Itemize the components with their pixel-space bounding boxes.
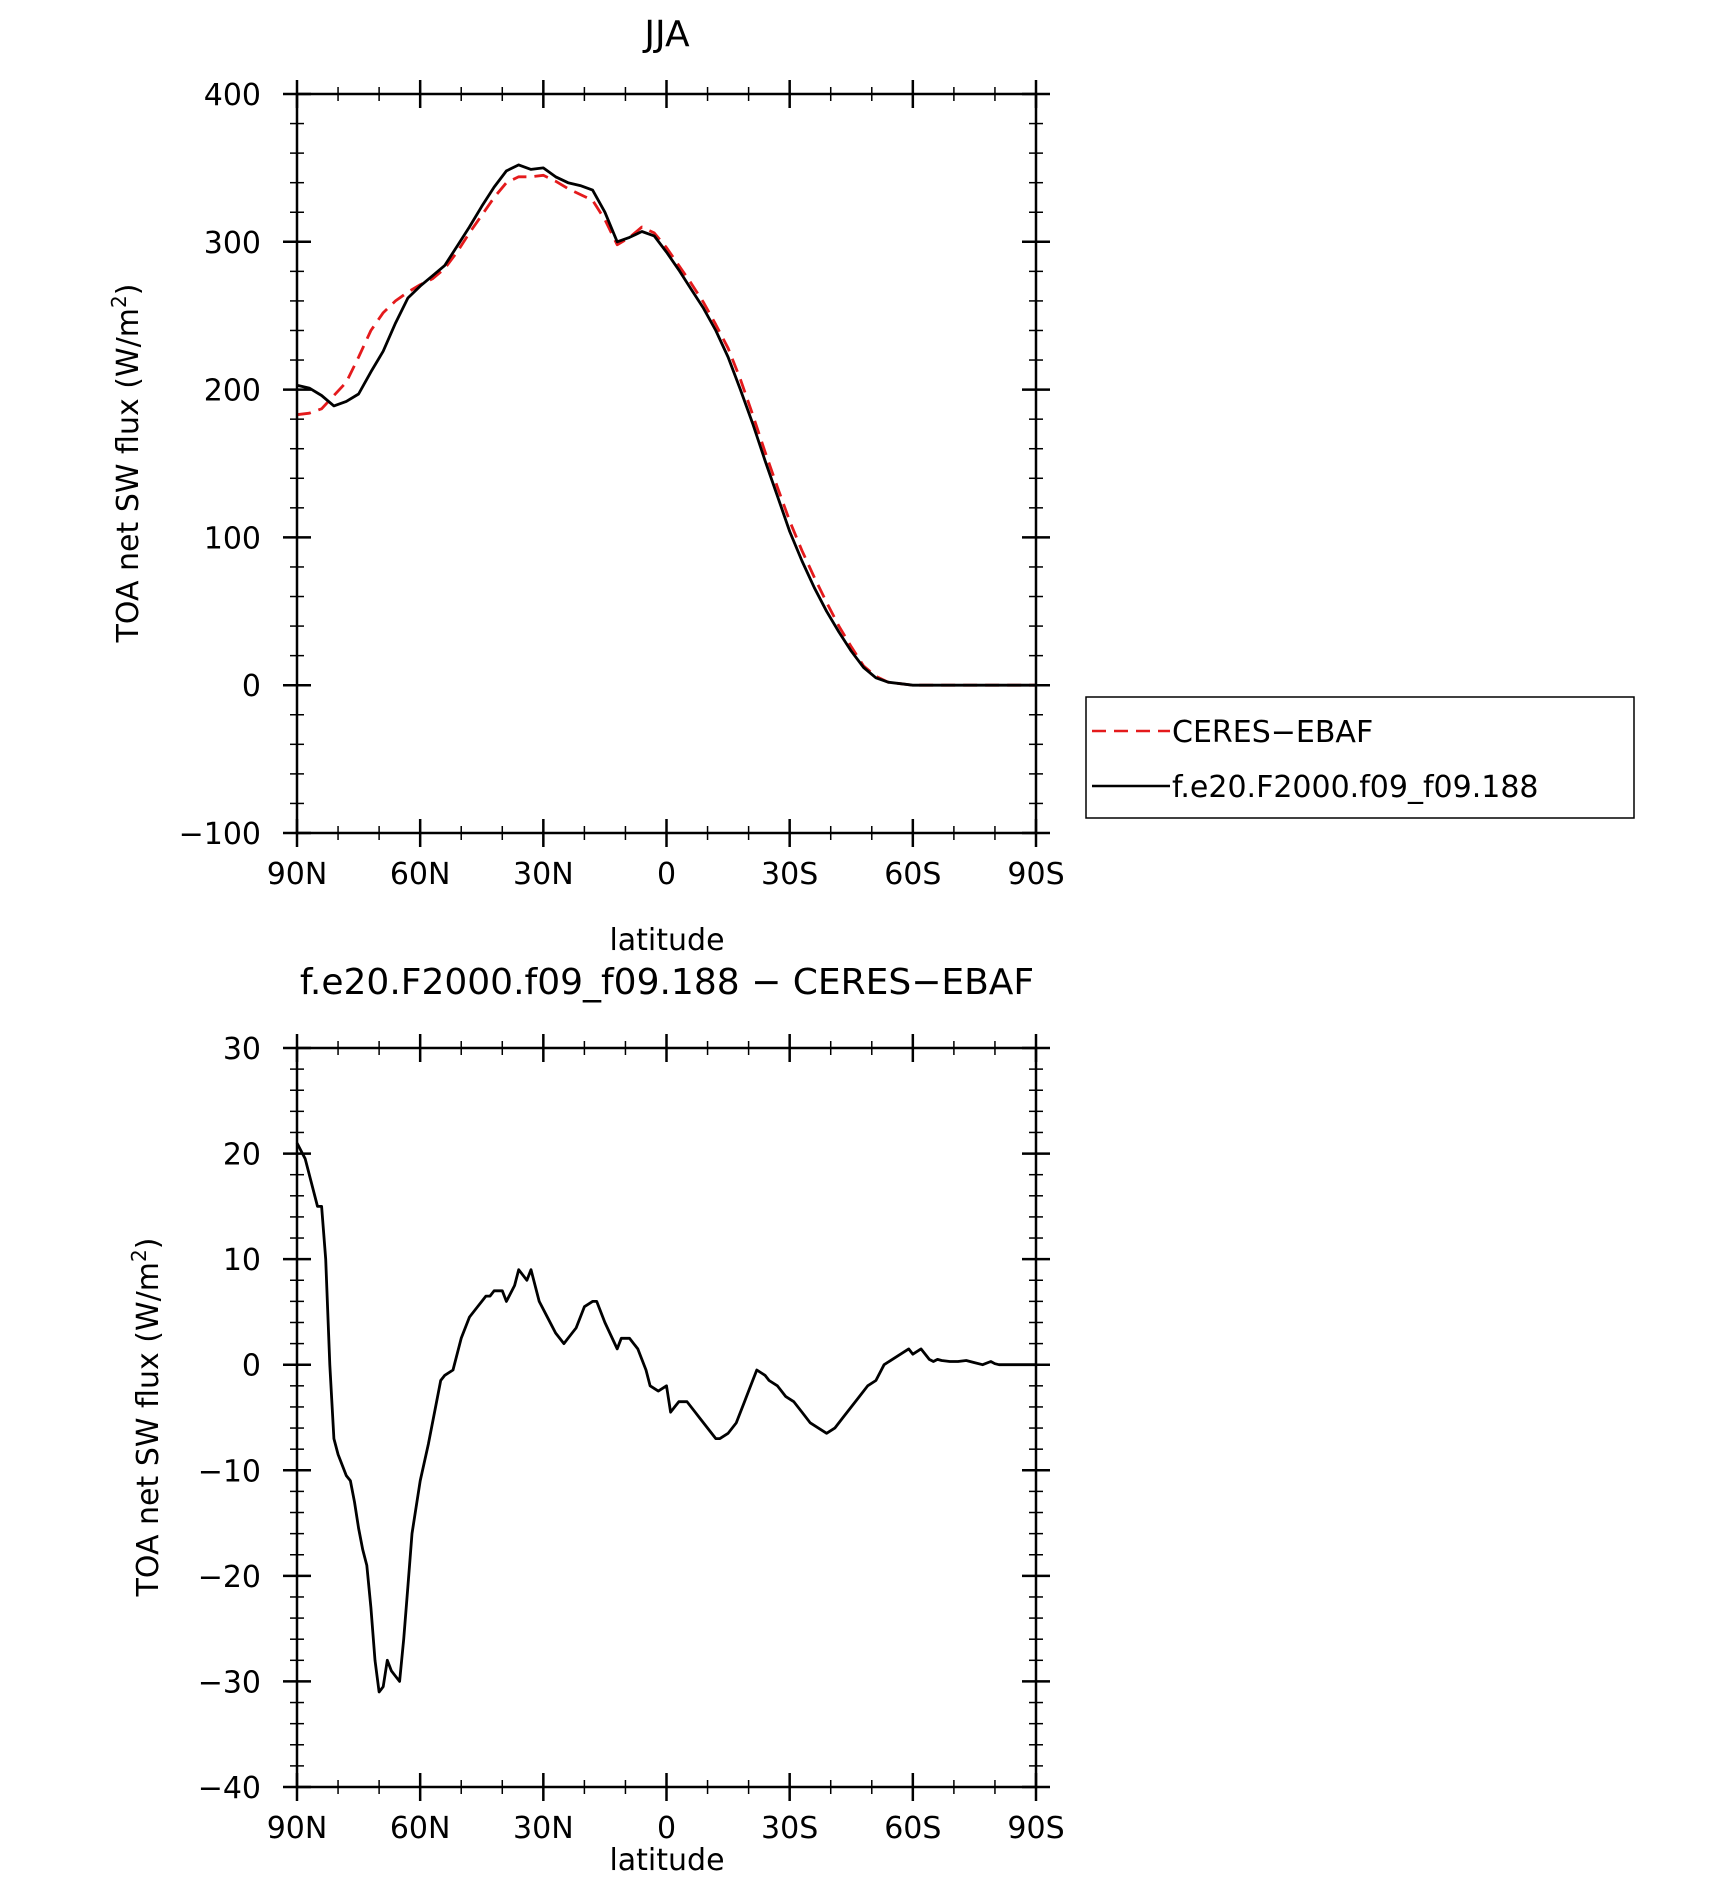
top-chart-series-line-model <box>296 163 1036 687</box>
bottom-chart-y-tick-label: −40 <box>198 1771 261 1806</box>
bottom-chart-y-axis-label-sup: 2 <box>127 1249 151 1262</box>
bottom-chart-x-tick-label: 60S <box>884 1811 941 1846</box>
bottom-chart-x-tick-label: 60N <box>390 1811 451 1846</box>
top-chart-y-axis-label: TOA net SW flux (W/m2) <box>107 284 146 644</box>
bottom-chart-title: f.e20.F2000.f09_f09.188 − CERES−EBAF <box>300 962 1034 1003</box>
bottom-chart-y-tick-label: 10 <box>223 1243 261 1278</box>
top-chart-x-tick-label: 30S <box>761 857 818 892</box>
top-chart-title: JJA <box>642 14 690 55</box>
bottom-chart-y-axis-label-main: TOA net SW flux (W/m <box>131 1262 166 1597</box>
top-chart-ticks: 90N 60N 30N 0 30S 60S 90S −100 0 100 200 300 400 <box>179 78 1065 892</box>
bottom-chart-y-axis-label-close: ) <box>131 1238 166 1250</box>
top-chart-y-axis-label-sup: 2 <box>107 295 131 308</box>
bottom-chart-series-lines <box>295 1142 1036 1694</box>
bottom-chart-series-line-difference <box>295 1142 1036 1694</box>
top-chart-y-tick-label: 200 <box>204 374 261 409</box>
top-chart-panel: JJA 90N 60N 30N 0 30S 60S 90S −100 0 100 200 300 400… <box>107 14 1635 958</box>
bottom-chart-x-tick-label: 30S <box>761 1811 818 1846</box>
top-chart-y-tick-label: 300 <box>204 226 261 261</box>
top-chart-series-lines <box>296 163 1036 687</box>
top-chart-x-tick-label: 90S <box>1007 857 1064 892</box>
bottom-chart-y-axis-label: TOA net SW flux (W/m2) <box>127 1238 166 1598</box>
top-chart-legend: CERES−EBAF f.e20.F2000.f09_f09.188 <box>1085 696 1635 819</box>
bottom-chart-y-tick-label: 30 <box>223 1032 261 1067</box>
bottom-chart-y-tick-label: −30 <box>198 1665 261 1700</box>
top-chart-y-axis-label-main: TOA net SW flux (W/m <box>111 308 146 643</box>
top-chart-x-tick-label: 60S <box>884 857 941 892</box>
top-chart-x-tick-label: 60N <box>390 857 451 892</box>
bottom-chart-x-tick-label: 90N <box>267 1811 328 1846</box>
top-chart-y-tick-label: 100 <box>204 521 261 556</box>
top-chart-x-tick-label: 30N <box>513 857 574 892</box>
bottom-chart-x-tick-label: 90S <box>1007 1811 1064 1846</box>
bottom-chart-y-tick-label: −10 <box>198 1454 261 1489</box>
legend-label-ceres-ebaf: CERES−EBAF <box>1172 715 1373 750</box>
bottom-chart-ticks: 90N 60N 30N 0 30S 60S 90S −40 −30 −20 −10 0 10 20 30 <box>198 1032 1065 1846</box>
bottom-chart-y-tick-label: 0 <box>242 1349 261 1384</box>
top-chart-y-tick-label: 400 <box>204 78 261 113</box>
bottom-chart-panel: f.e20.F2000.f09_f09.188 − CERES−EBAF 90N… <box>127 962 1065 1877</box>
bottom-chart-x-tick-label: 0 <box>657 1811 676 1846</box>
bottom-chart-y-tick-label: 20 <box>223 1138 261 1173</box>
bottom-chart-x-axis-label: latitude <box>609 1843 724 1877</box>
top-chart-y-tick-label: −100 <box>179 817 261 852</box>
legend-box <box>1085 696 1635 819</box>
top-chart-y-tick-label: 0 <box>242 669 261 704</box>
top-chart-x-tick-label: 90N <box>267 857 328 892</box>
bottom-chart-x-tick-label: 30N <box>513 1811 574 1846</box>
bottom-chart-y-tick-label: −20 <box>198 1560 261 1595</box>
top-chart-y-axis-label-close: ) <box>111 284 146 296</box>
top-chart-x-tick-label: 0 <box>657 857 676 892</box>
top-chart-x-axis-label: latitude <box>609 923 724 958</box>
legend-label-model: f.e20.F2000.f09_f09.188 <box>1172 770 1539 805</box>
